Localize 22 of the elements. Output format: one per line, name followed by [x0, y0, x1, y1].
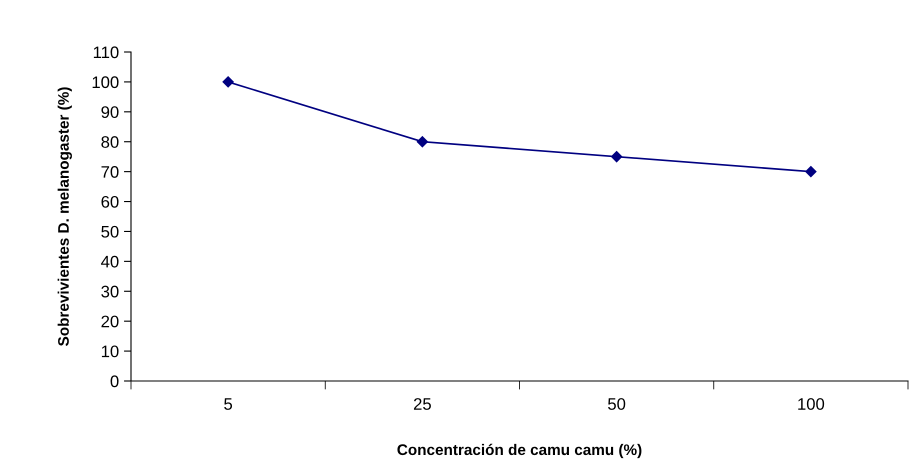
y-tick-label: 10	[102, 345, 119, 358]
x-axis-title: Concentración de camu camu (%)	[397, 444, 642, 458]
y-tick-label: 40	[101, 256, 119, 268]
y-tick-label: 110	[94, 46, 119, 58]
y-tick-label: 100	[92, 76, 119, 88]
x-tick-label: 25	[414, 398, 431, 410]
y-tick-label: 60	[102, 196, 119, 208]
y-tick-label: 0	[110, 375, 119, 388]
y-tick-label: 80	[101, 136, 119, 148]
y-tick-label: 70	[102, 166, 119, 178]
y-tick-label: 30	[101, 286, 119, 298]
point	[222, 76, 234, 88]
y-tick-label: 50	[101, 226, 119, 238]
x-tick-label: 100	[798, 398, 824, 410]
x-tick-label: 50	[608, 398, 626, 410]
y-tick-label: 20	[101, 316, 119, 328]
y-axis-title: Sobrevivientes D. melanogaster (%)	[58, 87, 72, 346]
point	[416, 136, 428, 148]
point	[611, 151, 622, 162]
y-tick-label: 90	[101, 106, 119, 118]
point	[805, 166, 816, 178]
x-tick-label: 5	[224, 398, 232, 410]
